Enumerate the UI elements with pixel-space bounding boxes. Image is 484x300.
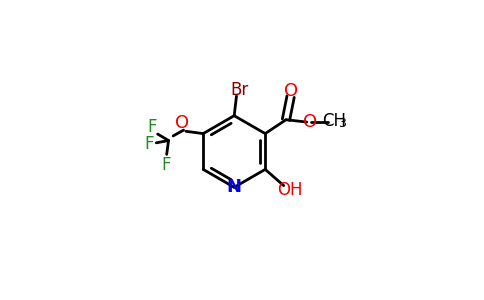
Text: F: F [144,135,153,153]
Text: Br: Br [231,81,249,99]
Text: CH: CH [322,112,347,130]
Text: O: O [175,114,189,132]
Text: N: N [227,178,242,196]
Text: F: F [162,156,171,174]
Text: F: F [147,118,156,136]
Text: O: O [302,113,317,131]
Text: O: O [284,82,298,100]
Text: 3: 3 [338,117,346,130]
Text: OH: OH [277,181,302,199]
